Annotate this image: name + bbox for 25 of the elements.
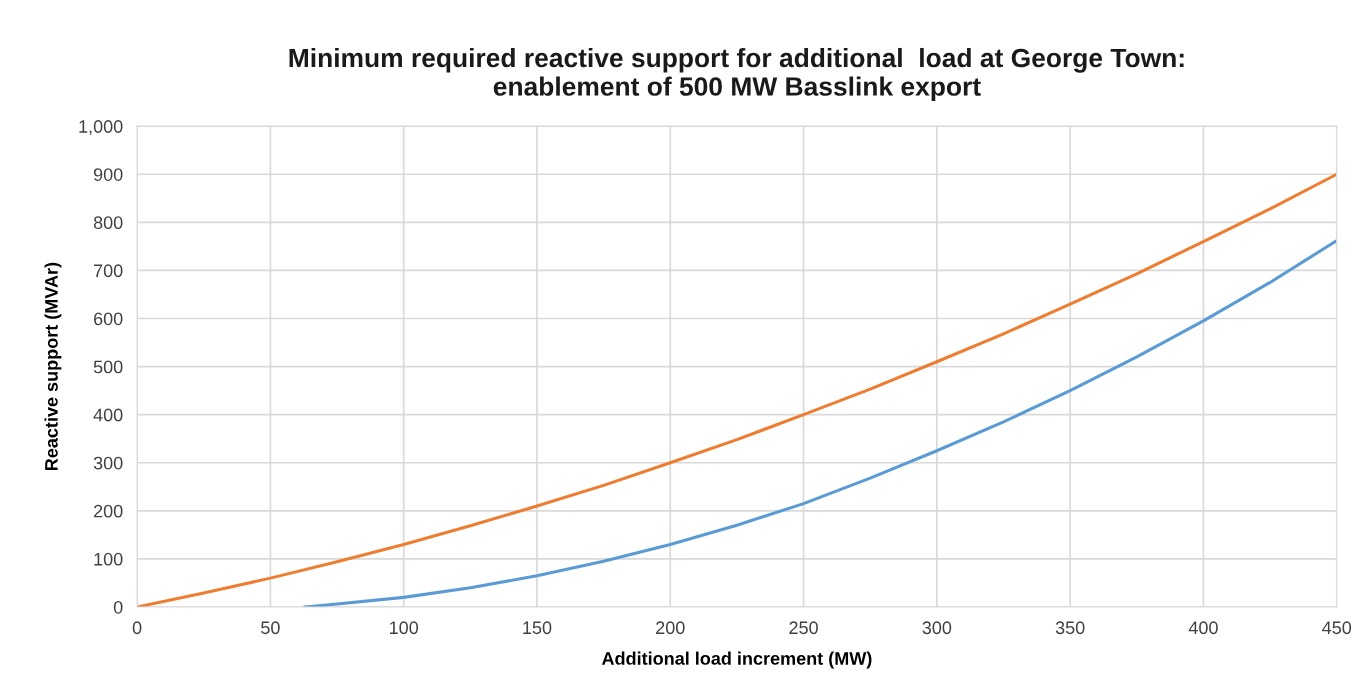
chart-title: Minimum required reactive support for additional load at George Town: enablement of 500 MW Basslink export xyxy=(289,47,1184,102)
line-series xyxy=(303,239,1337,607)
x-tick-label: 150 xyxy=(523,621,552,635)
x-tick-label: 300 xyxy=(922,621,952,635)
y-tick-label: 800 xyxy=(93,216,123,230)
y-tick-label: 700 xyxy=(94,264,123,278)
y-tick-label: 400 xyxy=(93,408,123,422)
y-tick-label: 0 xyxy=(113,600,123,614)
y-tick-label: 100 xyxy=(94,552,123,566)
x-tick-label: 0 xyxy=(132,621,142,635)
y-tick-label: 1,000 xyxy=(79,120,123,136)
x-tick-label: 50 xyxy=(261,621,280,635)
y-tick-label: 300 xyxy=(93,456,123,470)
x-tick-label: 200 xyxy=(656,621,685,635)
x-tick-label: 250 xyxy=(789,621,818,635)
x-axis-title: Additional load increment (MW) xyxy=(601,651,872,669)
y-tick-label: 600 xyxy=(94,312,123,326)
x-tick-label: 450 xyxy=(1322,621,1352,635)
y-tick-label: 900 xyxy=(93,168,123,181)
x-tick-label: 350 xyxy=(1055,621,1085,635)
x-tick-label: 100 xyxy=(390,621,419,635)
y-tick-label: 200 xyxy=(94,504,123,518)
y-tick-label: 500 xyxy=(93,360,123,374)
y-axis-title: Reactive support (MVAr) xyxy=(44,262,62,471)
x-tick-label: 400 xyxy=(1188,621,1218,635)
